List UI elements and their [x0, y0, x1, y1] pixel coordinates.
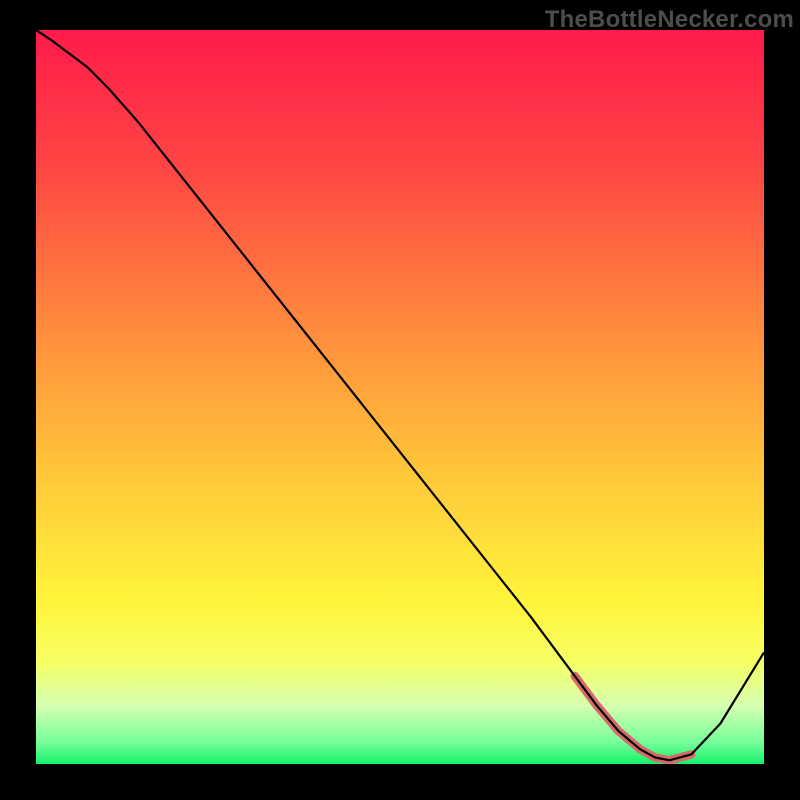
plot-area: [36, 30, 764, 764]
watermark-text: TheBottleNecker.com: [545, 6, 794, 34]
chart-root: TheBottleNecker.com: [0, 0, 800, 800]
gradient-background: [36, 30, 764, 764]
chart-svg: [36, 30, 764, 764]
